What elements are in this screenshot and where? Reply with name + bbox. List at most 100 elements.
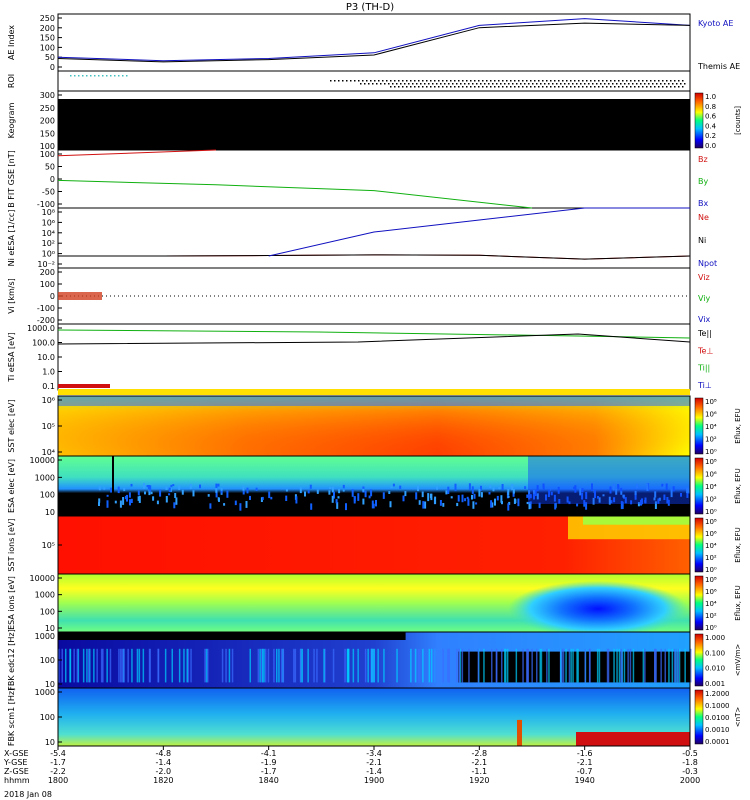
noise-pixel bbox=[424, 501, 427, 509]
roi-dot bbox=[414, 86, 416, 88]
roi-dot bbox=[540, 83, 542, 85]
roi-dot bbox=[486, 80, 488, 82]
roi-dot bbox=[498, 86, 500, 88]
stripe bbox=[546, 648, 548, 683]
noise-pixel bbox=[129, 499, 131, 506]
roi-dot bbox=[470, 86, 472, 88]
roi-dot bbox=[438, 86, 440, 88]
ytick-label: 100 bbox=[40, 142, 55, 151]
ytick-label: 300 bbox=[40, 91, 55, 100]
noise-pixel bbox=[299, 487, 302, 494]
noise-pixel bbox=[501, 484, 504, 491]
noise-pixel bbox=[680, 493, 682, 497]
colorbar-tick: 10⁴ bbox=[705, 423, 717, 431]
colorbar-unit: Eflux, EFU bbox=[734, 585, 742, 620]
roi-dot bbox=[630, 80, 632, 82]
noise-pixel bbox=[335, 499, 338, 504]
noise-pixel bbox=[480, 492, 483, 498]
stripe bbox=[301, 648, 303, 683]
roi-dot bbox=[642, 80, 644, 82]
roi-dot bbox=[486, 86, 488, 88]
noise-pixel bbox=[663, 494, 666, 500]
noise-pixel bbox=[130, 498, 133, 503]
roi-dot bbox=[594, 86, 596, 88]
colorbar-tick: 0.010 bbox=[705, 665, 725, 673]
roi-dot bbox=[482, 86, 484, 88]
colorbar-unit: <nT> bbox=[734, 707, 742, 728]
roi-dot bbox=[510, 80, 512, 82]
noise-pixel bbox=[472, 501, 475, 509]
ytick-label: 0.1 bbox=[42, 382, 55, 391]
noise-pixel bbox=[333, 491, 335, 499]
roi-dot bbox=[384, 83, 386, 85]
roi-dot bbox=[676, 83, 678, 85]
roi-dot bbox=[466, 86, 468, 88]
roi-dot bbox=[606, 86, 608, 88]
noise-pixel bbox=[389, 501, 392, 508]
esa-elec-depletion bbox=[528, 456, 690, 504]
axis-row-label: Y-GSE bbox=[3, 758, 27, 767]
noise-pixel bbox=[620, 491, 623, 495]
stripe bbox=[307, 648, 309, 683]
roi-dot bbox=[556, 83, 558, 85]
stripe bbox=[164, 648, 167, 683]
noise-pixel bbox=[123, 487, 126, 492]
noise-pixel bbox=[442, 503, 445, 507]
roi-dot bbox=[534, 80, 536, 82]
noise-pixel bbox=[181, 489, 184, 495]
roi-dot bbox=[598, 80, 600, 82]
noise-pixel bbox=[585, 502, 588, 510]
roi-dot bbox=[674, 80, 676, 82]
noise-pixel bbox=[245, 501, 248, 508]
roi-dot bbox=[492, 83, 494, 85]
roi-dot bbox=[530, 86, 532, 88]
noise-pixel bbox=[517, 498, 520, 507]
stripe bbox=[607, 648, 610, 683]
ytick-label: 100 bbox=[40, 656, 55, 665]
noise-pixel bbox=[553, 494, 556, 502]
noise-pixel bbox=[242, 486, 245, 491]
noise-pixel bbox=[686, 487, 689, 494]
stripe bbox=[620, 648, 622, 683]
stripe bbox=[109, 648, 112, 683]
axis-value: 1940 bbox=[574, 776, 594, 785]
noise-pixel bbox=[558, 499, 561, 504]
noise-pixel bbox=[316, 489, 319, 494]
roi-dot bbox=[520, 83, 522, 85]
stripe bbox=[186, 648, 188, 683]
colorbar-tick: 10⁴ bbox=[705, 600, 717, 608]
panel-ylabel: ESA elec [eV] bbox=[7, 459, 16, 513]
roi-dot bbox=[584, 83, 586, 85]
axis-value: -2.1 bbox=[472, 758, 488, 767]
axis-value: -1.4 bbox=[366, 767, 382, 776]
stripe bbox=[100, 648, 103, 683]
ytick-label: 1000 bbox=[35, 591, 55, 600]
noise-pixel bbox=[168, 487, 171, 492]
legend-entry: By bbox=[698, 177, 708, 186]
noise-pixel bbox=[592, 497, 595, 505]
noise-pixel bbox=[220, 490, 223, 494]
panel-frame bbox=[57, 13, 691, 72]
roi-dot bbox=[670, 86, 672, 88]
stripe bbox=[183, 648, 185, 683]
stripe bbox=[123, 648, 125, 683]
noise-pixel bbox=[667, 499, 670, 506]
colorbar bbox=[694, 575, 704, 631]
colorbar-tick: 10⁰ bbox=[705, 624, 717, 632]
noise-pixel bbox=[646, 483, 649, 491]
noise-pixel bbox=[199, 484, 201, 489]
noise-pixel bbox=[545, 494, 547, 501]
legend-entry: Viy bbox=[698, 294, 711, 303]
noise-pixel bbox=[634, 492, 637, 500]
roi-dot bbox=[424, 83, 426, 85]
lines-bfit bbox=[57, 149, 533, 209]
noise-pixel bbox=[489, 485, 492, 489]
noise-pixel bbox=[534, 489, 537, 496]
roi-dot bbox=[626, 86, 628, 88]
roi-dot bbox=[568, 83, 570, 85]
stripe bbox=[433, 648, 435, 683]
stripe bbox=[419, 648, 421, 683]
roi-dot bbox=[590, 86, 592, 88]
noise-pixel bbox=[345, 503, 347, 511]
